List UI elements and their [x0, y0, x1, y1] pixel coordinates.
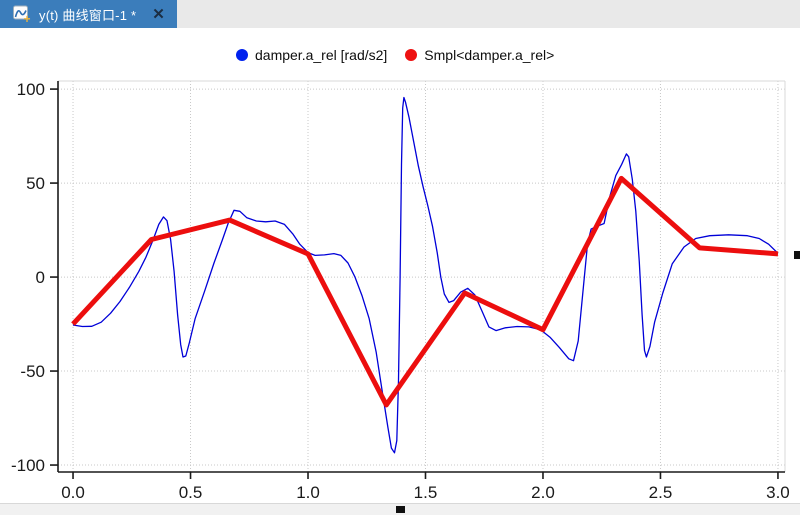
- x-tick-label: 0.0: [61, 483, 85, 502]
- legend-item-damper-a-rel[interactable]: damper.a_rel [rad/s2]: [236, 47, 387, 63]
- series-line-smpl: [71, 175, 779, 408]
- bottom-splitter-handle[interactable]: [396, 506, 405, 513]
- curve-window-icon: +: [12, 4, 32, 26]
- y-tick-label: -50: [20, 362, 45, 381]
- legend-marker-red-icon: [405, 49, 418, 61]
- svg-text:+: +: [24, 12, 31, 24]
- tab-title: y(t) 曲线窗口-1 *: [39, 7, 137, 23]
- legend-label: Smpl<damper.a_rel>: [424, 47, 555, 63]
- tab-close-icon[interactable]: ✕: [152, 5, 165, 23]
- legend-item-smpl-damper-a-rel[interactable]: Smpl<damper.a_rel>: [405, 47, 554, 63]
- x-tick-label: 0.5: [179, 483, 203, 502]
- legend-label: damper.a_rel [rad/s2]: [255, 47, 388, 63]
- legend: damper.a_rel [rad/s2] Smpl<damper.a_rel>: [236, 46, 554, 64]
- y-tick-label: 100: [17, 80, 45, 99]
- x-tick-label: 3.0: [766, 483, 790, 502]
- tab-bar: + y(t) 曲线窗口-1 * ✕: [0, 0, 800, 28]
- y-tick-label: 0: [36, 268, 45, 287]
- x-tick-label: 1.0: [296, 483, 320, 502]
- y-tick-label: -100: [11, 456, 45, 475]
- x-tick-label: 2.5: [649, 483, 673, 502]
- right-splitter-handle[interactable]: [794, 251, 800, 259]
- series-line-damper-a-rel: [72, 96, 779, 454]
- x-tick-label: 2.0: [531, 483, 555, 502]
- tab-curve-window[interactable]: + y(t) 曲线窗口-1 * ✕: [0, 0, 177, 28]
- x-tick-label: 1.5: [414, 483, 438, 502]
- bottom-splitter-bar[interactable]: [0, 503, 800, 515]
- legend-marker-blue-icon: [236, 49, 248, 61]
- y-tick-label: 50: [26, 174, 45, 193]
